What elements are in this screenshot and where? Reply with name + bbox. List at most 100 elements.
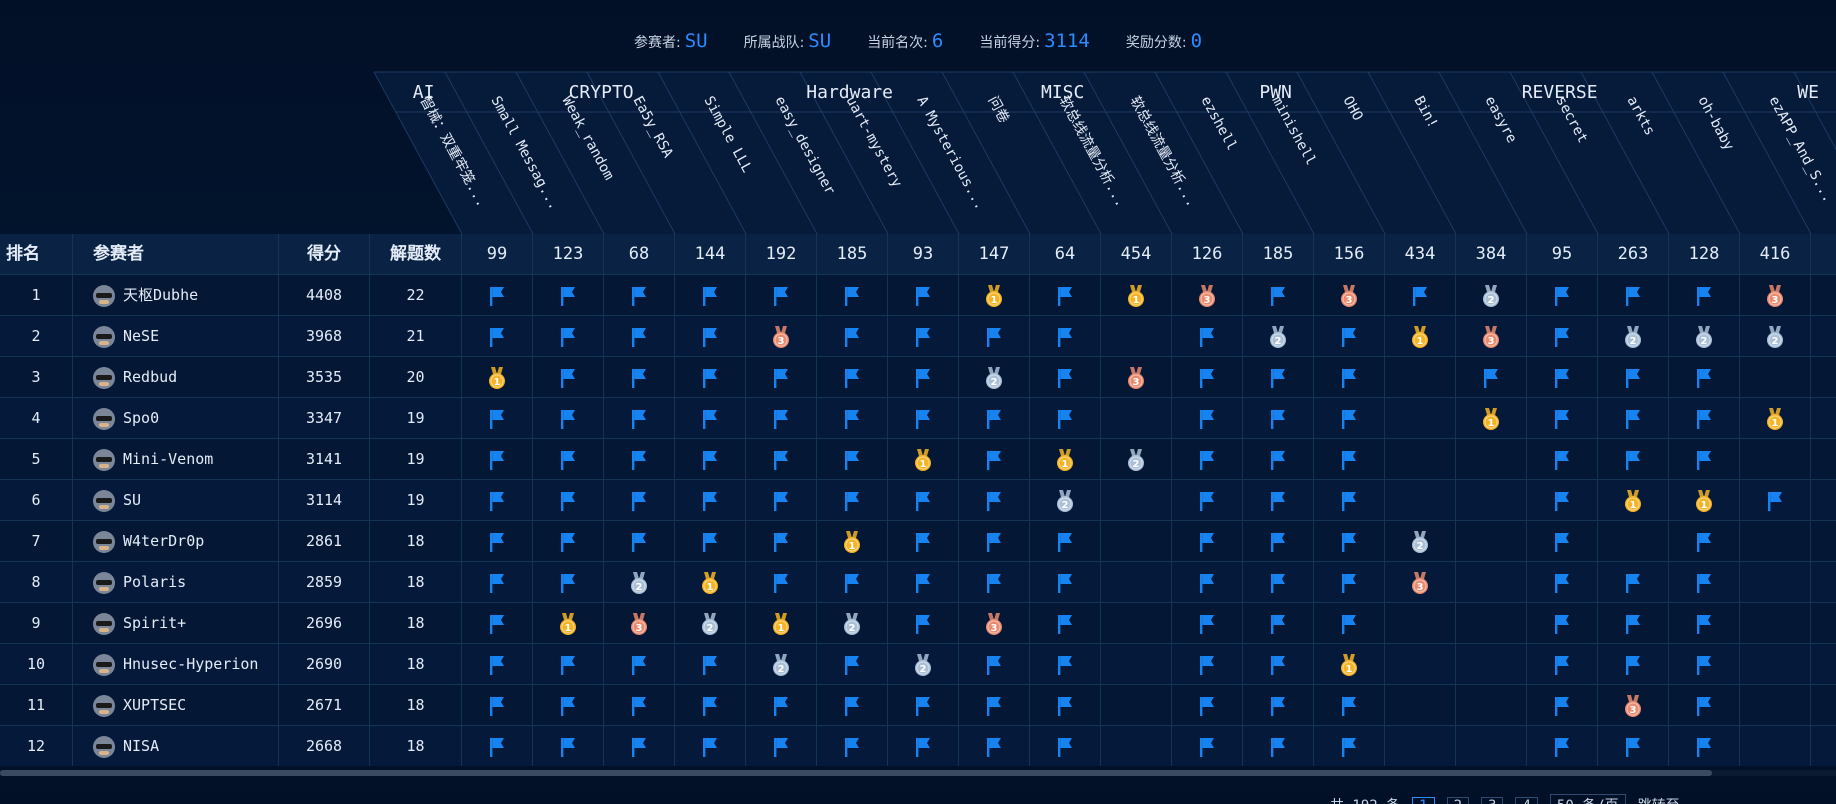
player-cell: Spo0 (73, 398, 279, 439)
flag-icon (845, 327, 859, 347)
page-button[interactable]: 4 (1515, 797, 1538, 804)
solve-cell (1456, 562, 1527, 603)
solve-cell (1456, 726, 1527, 766)
flag-icon (1697, 696, 1711, 716)
info-label: 奖励分数: (1125, 35, 1187, 51)
table-row[interactable]: 2 NeSE 3968 21 3 2 1 3 2 2 2 (0, 316, 1836, 357)
table-row[interactable]: 1 天枢Dubhe 4408 22 1 1 3 3 2 3 (0, 275, 1836, 316)
solved-cell: 18 (370, 521, 462, 562)
medal-icon: 1 (986, 284, 1002, 307)
player-name[interactable]: Hnusec-Hyperion (123, 655, 259, 673)
solve-cell: 1 (1385, 316, 1456, 357)
solve-cell (1740, 726, 1811, 766)
player-name[interactable]: XUPTSEC (123, 696, 187, 714)
solve-cell: 3 (604, 603, 675, 644)
challenge-points: 185 (1243, 234, 1314, 275)
medal-icon: 1 (915, 448, 931, 471)
page-button[interactable]: 1 (1412, 797, 1435, 804)
table-row[interactable]: 9 Spirit+ 2696 18 1 3 2 1 2 3 (0, 603, 1836, 644)
solve-cell (1811, 316, 1836, 357)
flag-icon (1342, 532, 1356, 552)
solve-cell: 2 (746, 644, 817, 685)
player-name[interactable]: Polaris (123, 573, 187, 591)
table-row[interactable]: 7 W4terDr0p 2861 18 1 2 (0, 521, 1836, 562)
horizontal-scrollbar-thumb[interactable] (0, 770, 1712, 776)
flag-icon (703, 286, 717, 306)
flag-icon (987, 655, 1001, 675)
player-name[interactable]: Spirit+ (123, 614, 187, 632)
solve-cell: 2 (1030, 480, 1101, 521)
player-cell: NeSE (73, 316, 279, 357)
table-row[interactable]: 11 XUPTSEC 2671 18 3 (0, 685, 1836, 726)
player-name[interactable]: Spo0 (123, 409, 160, 427)
table-row[interactable]: 3 Redbud 3535 20 1 2 3 (0, 357, 1836, 398)
medal-icon: 3 (773, 325, 789, 348)
svg-text:2: 2 (1275, 336, 1282, 347)
solve-cell (1740, 521, 1811, 562)
solve-cell (888, 562, 959, 603)
player-name[interactable]: NISA (123, 737, 160, 755)
page-button[interactable]: 2 (1446, 797, 1470, 804)
svg-text:2: 2 (636, 582, 643, 593)
solved-cell: 19 (370, 439, 462, 480)
table-row[interactable]: 5 Mini-Venom 3141 19 1 1 2 (0, 439, 1836, 480)
flag-icon (490, 532, 504, 552)
page-button[interactable]: 3 (1481, 797, 1504, 804)
solve-cell (1527, 398, 1598, 439)
flag-icon (1058, 286, 1072, 306)
solve-cell (675, 644, 746, 685)
table-row[interactable]: 10 Hnusec-Hyperion 2690 18 2 2 1 (0, 644, 1836, 685)
challenge-points: 416 (1740, 234, 1811, 275)
pagination: 共 192 条 1 2 3 4 50 条/页 跳转至 (1330, 794, 1692, 804)
challenge-divider (444, 71, 534, 234)
solve-cell (746, 275, 817, 316)
player-name[interactable]: Mini-Venom (123, 450, 214, 468)
flag-icon (561, 532, 575, 552)
flag-icon (774, 450, 788, 470)
challenge-points: 454 (1101, 234, 1172, 275)
svg-text:3: 3 (1133, 377, 1140, 388)
solve-cell (1669, 644, 1740, 685)
solve-cell (1527, 275, 1598, 316)
flag-icon (1271, 614, 1285, 634)
flag-icon (845, 491, 859, 511)
page-size-select[interactable]: 50 条/页 (1549, 794, 1626, 804)
table-row[interactable]: 4 Spo0 3347 19 1 1 (0, 398, 1836, 439)
solve-cell (1385, 726, 1456, 766)
table-row[interactable]: 8 Polaris 2859 18 2 1 3 (0, 562, 1836, 603)
avatar-icon (93, 284, 115, 307)
solve-cell (675, 726, 746, 766)
flag-icon (1555, 368, 1569, 388)
player-cell: XUPTSEC (73, 685, 279, 726)
player-name[interactable]: 天枢Dubhe (123, 286, 199, 304)
solve-cell (888, 726, 959, 766)
table-row[interactable]: 12 NISA 2668 18 (0, 726, 1836, 766)
solve-cell (1811, 562, 1836, 603)
solve-cell (1811, 726, 1836, 766)
flag-icon (632, 491, 646, 511)
flag-icon (703, 368, 717, 388)
solve-cell: 2 (888, 644, 959, 685)
player-name[interactable]: W4terDr0p (123, 532, 205, 550)
solve-cell (888, 275, 959, 316)
medal-icon: 1 (1057, 448, 1073, 471)
solve-cell (888, 480, 959, 521)
challenge-points: 384 (1456, 234, 1527, 275)
solve-cell (1527, 357, 1598, 398)
svg-text:1: 1 (707, 582, 714, 593)
flag-icon (1200, 327, 1214, 347)
flag-icon (916, 368, 930, 388)
solve-cell (533, 275, 604, 316)
solve-cell (1527, 685, 1598, 726)
challenge-points: 123 (533, 234, 604, 275)
player-name[interactable]: NeSE (123, 327, 160, 345)
table-row[interactable]: 6 SU 3114 19 2 1 1 (0, 480, 1836, 521)
flag-icon (916, 696, 930, 716)
player-name[interactable]: SU (123, 491, 142, 509)
solve-cell (604, 521, 675, 562)
challenge-divider (1438, 71, 1528, 234)
solve-cell (1740, 603, 1811, 644)
player-name[interactable]: Redbud (123, 368, 178, 386)
flag-icon (1342, 696, 1356, 716)
solve-cell (1243, 603, 1314, 644)
